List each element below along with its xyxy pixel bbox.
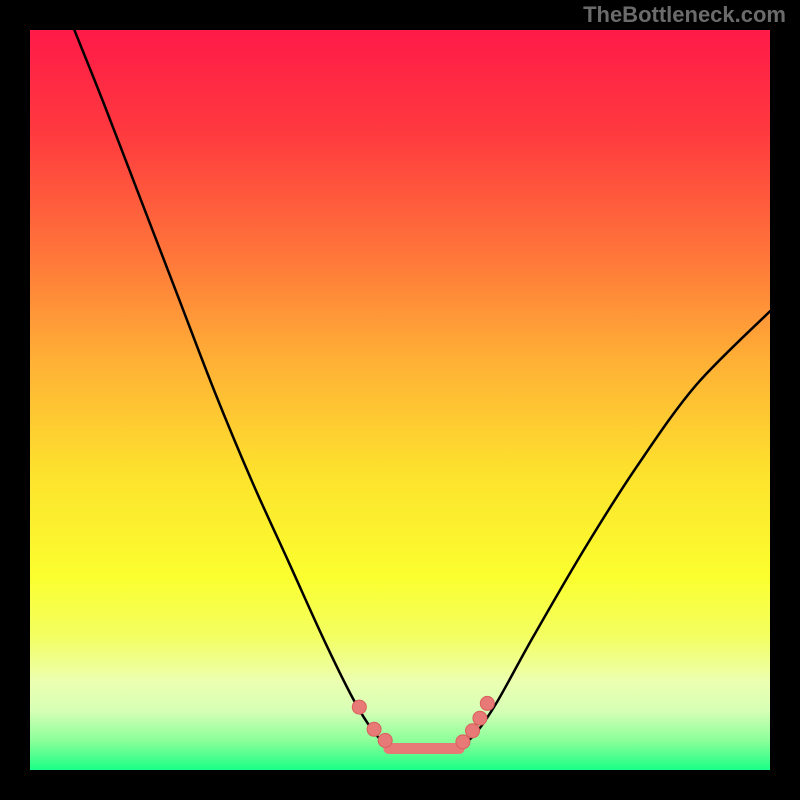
bottleneck-curve (74, 30, 770, 748)
valley-marker-3 (456, 735, 470, 749)
chart-svg (30, 30, 770, 770)
valley-marker-0 (352, 700, 366, 714)
valley-marker-5 (473, 711, 487, 725)
valley-marker-4 (466, 724, 480, 738)
marker-group (352, 696, 494, 748)
valley-marker-1 (367, 722, 381, 736)
attribution-text: TheBottleneck.com (583, 2, 786, 28)
valley-marker-2 (378, 733, 392, 747)
valley-marker-6 (480, 696, 494, 710)
plot-area (30, 30, 770, 770)
